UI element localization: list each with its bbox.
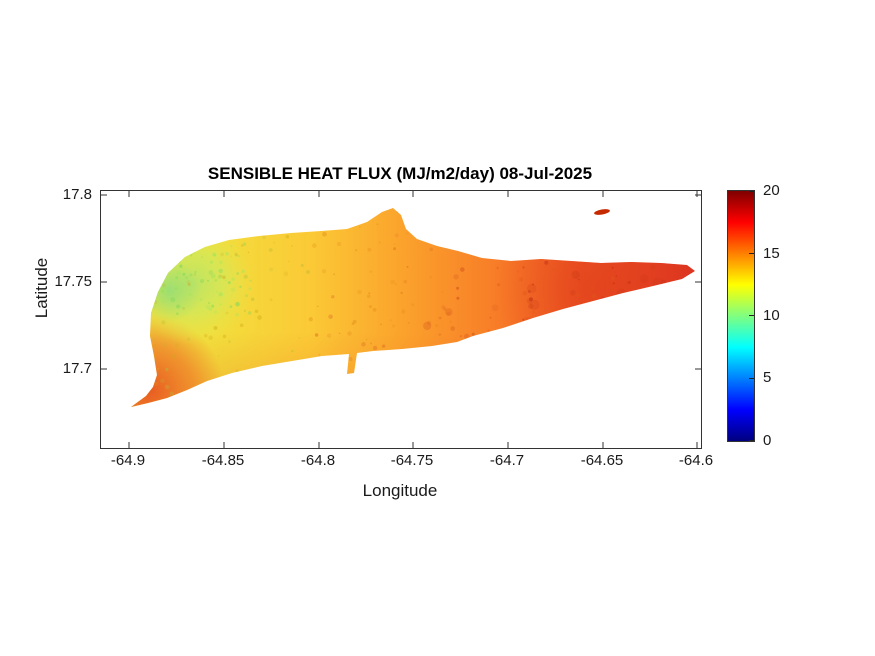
- y-tick-label: 17.7: [62, 360, 92, 377]
- colorbar: [727, 190, 755, 442]
- x-tick-label: -64.6: [678, 452, 714, 469]
- heatmap-svg: [101, 191, 701, 448]
- x-tick-label: -64.75: [390, 452, 434, 469]
- colorbar-tick: [749, 253, 754, 254]
- colorbar-tick-label: 5: [763, 369, 772, 386]
- colorbar-tick: [749, 315, 754, 316]
- x-axis-label: Longitude: [362, 481, 438, 500]
- plot-title: SENSIBLE HEAT FLUX (MJ/m2/day) 08-Jul-20…: [207, 164, 593, 183]
- x-tick-label: -64.8: [300, 452, 336, 469]
- offshore-islet: [594, 209, 610, 215]
- plot-area: [100, 190, 702, 449]
- colorbar-tick-label: 20: [763, 182, 780, 199]
- colorbar-tick-label: 0: [763, 432, 772, 449]
- x-tick-label: -64.85: [201, 452, 245, 469]
- island-heatmap: [131, 208, 695, 407]
- colorbar-tick-label: 15: [763, 245, 780, 262]
- colorbar-tick-label: 10: [763, 307, 780, 324]
- x-tick-label: -64.7: [489, 452, 525, 469]
- colorbar-tick: [749, 440, 754, 441]
- colorbar-tick: [749, 191, 754, 192]
- axis-ticks: [101, 191, 701, 448]
- colorbar-tick: [749, 378, 754, 379]
- x-tick-label: -64.65: [580, 452, 624, 469]
- y-tick-label: 17.8: [62, 186, 92, 203]
- y-tick-label: 17.75: [54, 273, 92, 290]
- x-tick-label: -64.9: [110, 452, 146, 469]
